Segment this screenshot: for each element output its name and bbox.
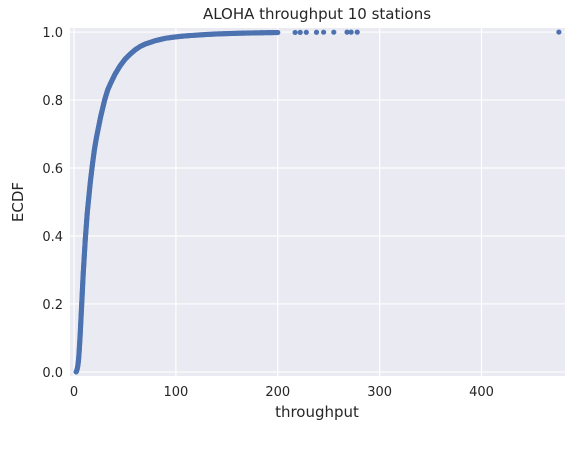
x-tick-label: 400 [469,385,494,400]
y-tick-label: 0.8 [42,94,63,109]
data-point [348,29,354,35]
y-axis-label: ECDF [9,182,27,222]
data-point [321,29,327,35]
data-point [275,29,281,36]
x-tick-label: 100 [164,385,189,400]
y-tick-label: 0.4 [42,230,63,245]
x-tick-label: 200 [265,385,290,400]
data-point [556,29,562,35]
grid [70,28,565,376]
y-tick-label: 0.6 [42,162,63,177]
data-point [331,29,337,35]
y-tick-label: 1.0 [42,26,63,41]
data-point [292,29,298,36]
data-points [73,29,562,375]
x-axis-label: throughput [275,403,359,421]
data-point [344,29,350,35]
y-tick-label: 0.0 [42,366,63,381]
y-tick-label: 0.2 [42,298,63,313]
y-tick-labels: 0.0 0.2 0.4 0.6 0.8 1.0 [42,26,63,381]
plot-background [70,28,565,376]
chart-title: ALOHA throughput 10 stations [203,5,431,23]
data-point [313,29,320,35]
x-tick-labels: 0 100 200 300 400 [70,385,494,400]
x-tick-label: 0 [70,385,78,400]
x-tick-label: 300 [367,385,392,400]
data-point [297,29,303,35]
data-point [303,29,309,35]
data-point [354,29,360,35]
